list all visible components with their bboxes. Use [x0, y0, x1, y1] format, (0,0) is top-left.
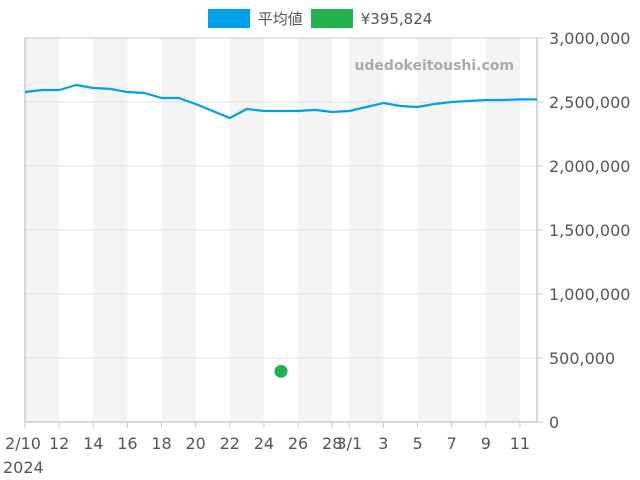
y-tick-label: 1,000,000 — [549, 285, 630, 304]
x-tick-label: 3/1 — [336, 434, 362, 453]
legend-swatch-average — [207, 9, 250, 28]
x-tick-label: 2/10 — [5, 434, 41, 453]
current-price-dot[interactable] — [274, 364, 288, 378]
x-axis-ticks: 2/10 12 14 16 18 20 22 24 26 283/1 3 5 7 9 11 — [5, 422, 530, 453]
y-tick-label: 0 — [549, 413, 559, 432]
x-tick-label: 28 — [322, 434, 342, 453]
average-price-line[interactable] — [24, 83, 537, 120]
legend-label-average: 平均値 — [257, 10, 303, 28]
chart-legend: 平均値 ¥395,824 — [0, 8, 640, 29]
y-tick-label: 1,500,000 — [549, 221, 630, 240]
legend-swatch-price — [310, 9, 353, 28]
legend-label-price: ¥395,824 — [360, 9, 433, 28]
y-axis-ticks: 0 500,000 1,000,000 1,500,000 2,000,000 2,500… — [537, 29, 630, 432]
legend-item-average[interactable]: 平均値 — [207, 8, 303, 29]
x-tick-label: 14 — [83, 434, 103, 453]
x-tick-label: 12 — [49, 434, 69, 453]
x-tick-label: 20 — [185, 434, 205, 453]
legend-item-price[interactable]: ¥395,824 — [310, 9, 433, 28]
y-tick-label: 2,000,000 — [549, 157, 630, 176]
x-tick-label: 22 — [220, 434, 240, 453]
x-tick-label: 16 — [117, 434, 137, 453]
x-tick-label: 24 — [254, 434, 274, 453]
x-tick-label: 11 — [510, 434, 530, 453]
y-tick-label: 500,000 — [549, 349, 615, 368]
y-tick-label: 2,500,000 — [549, 93, 630, 112]
x-tick-label: 26 — [288, 434, 308, 453]
x-tick-label: 18 — [151, 434, 171, 453]
x-tick-label: 7 — [447, 434, 457, 453]
x-tick-label: 5 — [412, 434, 422, 453]
y-tick-label: 3,000,000 — [549, 29, 630, 48]
watermark: udedokeitoushi.com — [354, 58, 514, 74]
x-axis-year-label: 2024 — [3, 458, 44, 477]
x-tick-label: 3 — [378, 434, 388, 453]
x-tick-label: 9 — [481, 434, 491, 453]
